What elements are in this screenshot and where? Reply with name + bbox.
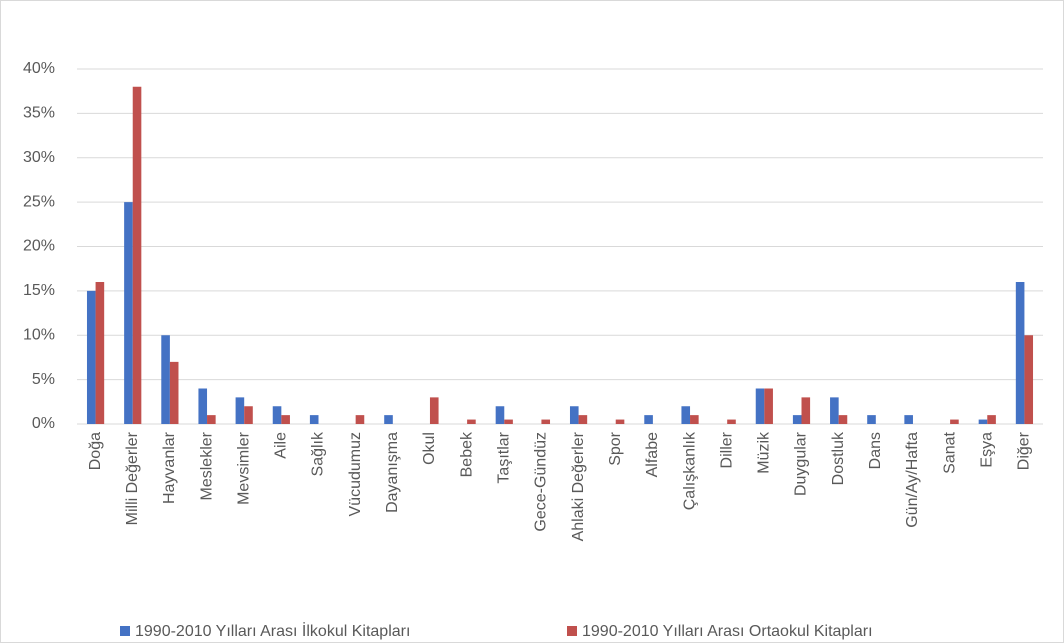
bar bbox=[569, 406, 579, 424]
bar bbox=[615, 419, 625, 424]
y-tick-label: 40% bbox=[23, 60, 55, 77]
x-tick-label: Diğer bbox=[1016, 431, 1033, 470]
bar bbox=[309, 415, 319, 424]
x-tick-label: Dostluk bbox=[830, 431, 847, 485]
x-tick-label: Hayvanlar bbox=[161, 431, 178, 504]
bar bbox=[838, 415, 848, 424]
y-tick-label: 15% bbox=[23, 282, 55, 299]
x-tick-label: Taşıtlar bbox=[495, 431, 512, 483]
bar bbox=[281, 415, 290, 424]
bar bbox=[495, 406, 505, 424]
bar bbox=[727, 419, 736, 424]
y-tick-label: 30% bbox=[23, 149, 55, 166]
x-tick-label: Doğa bbox=[87, 432, 104, 470]
bar bbox=[644, 415, 653, 424]
x-tick-label: Okul bbox=[421, 432, 438, 465]
bar bbox=[904, 415, 913, 424]
x-tick-label: Gün/Ay/Hafta bbox=[904, 432, 921, 528]
bar bbox=[95, 282, 105, 424]
bar bbox=[467, 419, 476, 424]
legend-swatch bbox=[567, 626, 577, 636]
x-tick-label: Vücudumuz bbox=[347, 432, 364, 517]
bar bbox=[950, 419, 959, 424]
bar bbox=[429, 397, 439, 424]
legend-swatch bbox=[120, 626, 130, 636]
bar bbox=[86, 290, 96, 424]
bar bbox=[244, 406, 253, 424]
x-tick-label: Ahlaki Değerler bbox=[570, 431, 587, 541]
x-tick-label: Dayanışma bbox=[384, 432, 401, 513]
y-tick-label: 10% bbox=[23, 326, 55, 343]
bar bbox=[169, 361, 179, 424]
bar bbox=[132, 86, 142, 424]
legend-label: 1990-2010 Yılları Arası İlkokul Kitaplar… bbox=[135, 621, 410, 640]
bar bbox=[578, 415, 588, 424]
bar bbox=[504, 419, 513, 424]
bar bbox=[1024, 335, 1034, 424]
x-tick-label: Müzik bbox=[756, 431, 773, 474]
bar bbox=[272, 406, 282, 424]
x-tick-label: Gece-Gündüz bbox=[533, 432, 550, 532]
bar bbox=[1015, 282, 1025, 424]
y-tick-label: 25% bbox=[23, 193, 55, 210]
bar bbox=[801, 397, 811, 424]
bar bbox=[207, 415, 216, 424]
bar bbox=[690, 415, 699, 424]
y-tick-label: 20% bbox=[23, 238, 55, 255]
x-tick-label: Alfabe bbox=[644, 432, 661, 477]
bar bbox=[764, 388, 773, 424]
bar bbox=[161, 335, 170, 424]
x-tick-label: Aile bbox=[273, 432, 290, 459]
x-tick-label: Sanat bbox=[941, 431, 958, 473]
bar bbox=[987, 415, 996, 424]
bar bbox=[867, 415, 876, 424]
legend-label: 1990-2010 Yılları Arası Ortaokul Kitapla… bbox=[582, 623, 873, 640]
x-tick-label: Duygular bbox=[793, 431, 810, 496]
x-tick-label: Sağlık bbox=[310, 431, 327, 476]
x-tick-label: Diller bbox=[718, 431, 735, 468]
bar bbox=[755, 388, 765, 424]
x-tick-label: Eşya bbox=[978, 432, 995, 468]
bar bbox=[681, 406, 691, 424]
bar bbox=[235, 397, 245, 424]
x-tick-label: Spor bbox=[607, 431, 624, 465]
bar bbox=[978, 419, 988, 424]
x-tick-label: Çalışkanlık bbox=[681, 431, 698, 510]
bar bbox=[830, 397, 839, 424]
x-tick-label: Milli Değerler bbox=[124, 431, 141, 525]
x-tick-label: Mevsimler bbox=[235, 431, 252, 505]
bar bbox=[792, 415, 802, 424]
bar bbox=[198, 388, 208, 424]
y-tick-label: 35% bbox=[23, 105, 55, 122]
bar bbox=[541, 419, 551, 424]
x-tick-label: Dans bbox=[867, 432, 884, 469]
x-tick-label: Bebek bbox=[458, 431, 475, 477]
y-tick-label: 5% bbox=[32, 371, 55, 388]
bar bbox=[384, 415, 393, 424]
bar bbox=[355, 415, 365, 424]
bar bbox=[124, 202, 133, 424]
x-tick-label: Meslekler bbox=[198, 431, 215, 500]
y-tick-label: 0% bbox=[32, 415, 55, 432]
